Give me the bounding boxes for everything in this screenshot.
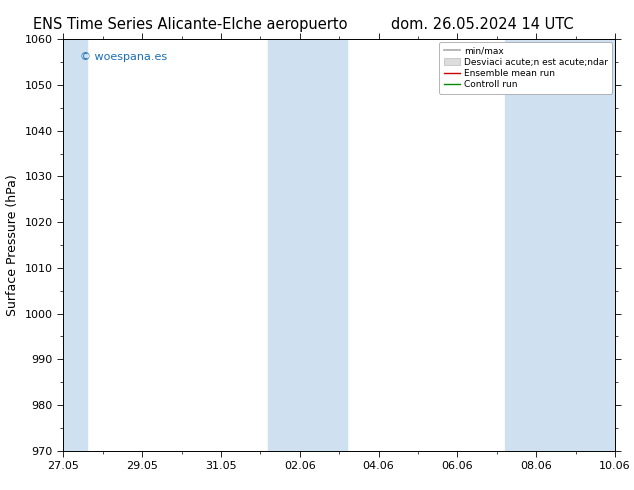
Legend: min/max, Desviaci acute;n est acute;ndar, Ensemble mean run, Controll run: min/max, Desviaci acute;n est acute;ndar… bbox=[439, 42, 612, 94]
Text: ENS Time Series Alicante-Elche aeropuerto: ENS Time Series Alicante-Elche aeropuert… bbox=[33, 17, 347, 32]
Y-axis label: Surface Pressure (hPa): Surface Pressure (hPa) bbox=[6, 174, 19, 316]
Text: dom. 26.05.2024 14 UTC: dom. 26.05.2024 14 UTC bbox=[391, 17, 573, 32]
Bar bbox=[505, 39, 619, 451]
Bar bbox=[60, 39, 87, 451]
Text: © woespana.es: © woespana.es bbox=[80, 51, 167, 62]
Bar bbox=[268, 39, 347, 451]
